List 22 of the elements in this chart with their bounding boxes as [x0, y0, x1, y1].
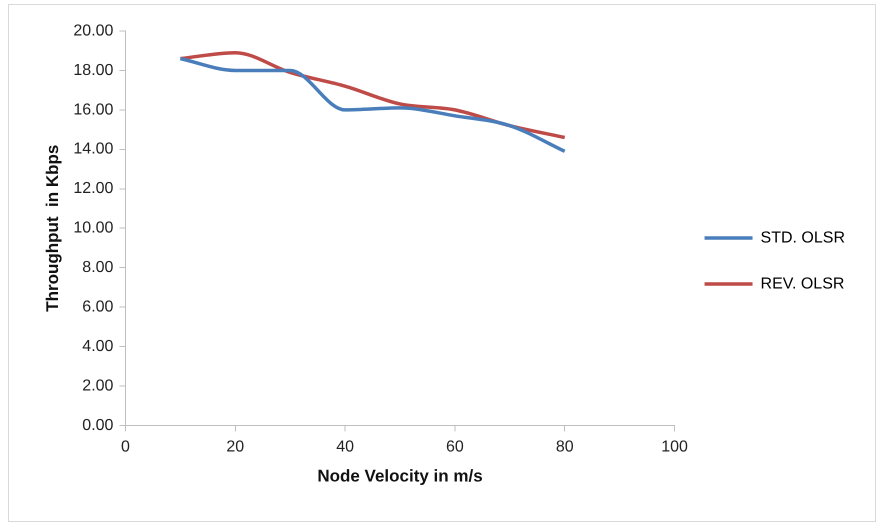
- y-axis-title: Throughput in Kbps: [42, 144, 62, 312]
- legend-label: STD. OLSR: [760, 229, 846, 246]
- x-tick-label: 0: [120, 438, 130, 456]
- y-tick-label: 6.00: [82, 298, 114, 316]
- x-tick-label: 60: [446, 438, 464, 456]
- y-tick-label: 12.00: [73, 180, 114, 198]
- y-tick-label: 14.00: [73, 140, 114, 158]
- line-series: [178, 56, 566, 154]
- y-tick-label: 8.00: [82, 259, 114, 276]
- legend-label: REV. OLSR: [760, 275, 844, 292]
- x-tick-label: 80: [556, 438, 574, 456]
- y-tick-label: 20.00: [73, 22, 114, 40]
- y-tick-label: 2.00: [82, 377, 114, 394]
- y-tick-label: 0.00: [82, 416, 114, 434]
- x-tick-label: 40: [336, 438, 354, 456]
- x-tick-label: 20: [226, 438, 244, 456]
- y-tick-label: 18.00: [73, 62, 114, 79]
- y-tick-label: 10.00: [73, 220, 114, 237]
- y-tick-label: 4.00: [82, 338, 114, 355]
- x-axis-title: Node Velocity in m/s: [317, 466, 483, 486]
- y-tick-label: 16.00: [73, 101, 114, 118]
- x-tick-label: 100: [661, 438, 688, 456]
